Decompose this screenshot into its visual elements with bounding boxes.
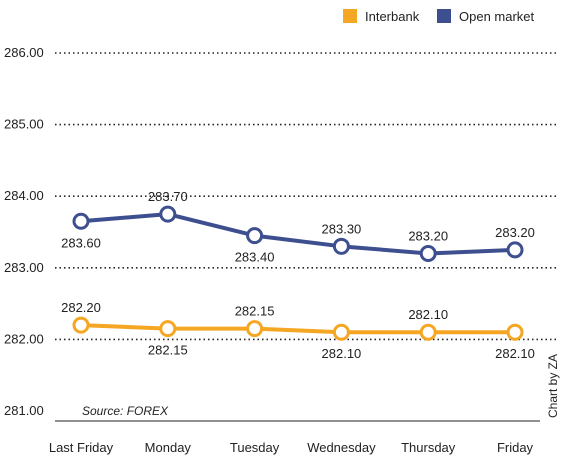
y-axis-ticks: 281.00 282.00 283.00 284.00 285.00 286.00 (4, 45, 44, 418)
data-label: 283.20 (408, 228, 448, 243)
y-tick-label: 282.00 (4, 331, 44, 346)
data-labels: 282.20 282.15 282.15 282.10 282.10 282.10 283.… (61, 189, 535, 361)
chart-credit: Chart by ZA (546, 354, 560, 418)
x-tick-label: Monday (145, 440, 192, 455)
data-point (419, 323, 437, 341)
y-tick-label: 284.00 (4, 188, 44, 203)
data-label: 282.15 (235, 304, 275, 319)
data-point (246, 227, 264, 245)
y-tick-label: 285.00 (4, 117, 44, 132)
data-point (72, 316, 90, 334)
x-tick-label: Friday (497, 440, 534, 455)
series-line (80, 323, 515, 335)
legend-swatch-interbank (343, 9, 357, 23)
data-label: 282.10 (495, 346, 535, 361)
data-label: 282.15 (148, 343, 188, 358)
legend-swatch-open-market (437, 9, 451, 23)
gridlines (55, 52, 556, 341)
data-point (159, 205, 177, 223)
data-point (72, 212, 90, 230)
series-line (80, 212, 516, 256)
x-axis-ticks: Last Friday Monday Tuesday Wednesday Thursda… (49, 440, 534, 455)
x-tick-label: Thursday (401, 440, 456, 455)
x-tick-label: Last Friday (49, 440, 114, 455)
x-tick-label: Tuesday (230, 440, 280, 455)
data-point (506, 323, 524, 341)
data-point (246, 320, 264, 338)
data-label: 282.10 (322, 346, 362, 361)
data-label: 283.70 (148, 189, 188, 204)
y-tick-label: 286.00 (4, 45, 44, 60)
data-label: 283.30 (322, 221, 362, 236)
data-point (332, 237, 350, 255)
legend: Interbank Open market (343, 9, 535, 24)
data-label: 283.60 (61, 235, 101, 250)
data-label: 282.10 (408, 307, 448, 322)
data-point (159, 320, 177, 338)
data-label: 283.40 (235, 250, 275, 265)
y-tick-label: 281.00 (4, 403, 44, 418)
data-point (419, 244, 437, 262)
y-tick-label: 283.00 (4, 260, 44, 275)
data-point (332, 323, 350, 341)
x-tick-label: Wednesday (307, 440, 376, 455)
legend-label-open-market: Open market (459, 9, 535, 24)
series-lines (72, 205, 524, 341)
legend-label-interbank: Interbank (365, 9, 420, 24)
data-label: 283.20 (495, 225, 535, 240)
source-note: Source: FOREX (82, 404, 169, 418)
data-point (506, 241, 524, 259)
data-label: 282.20 (61, 300, 101, 315)
